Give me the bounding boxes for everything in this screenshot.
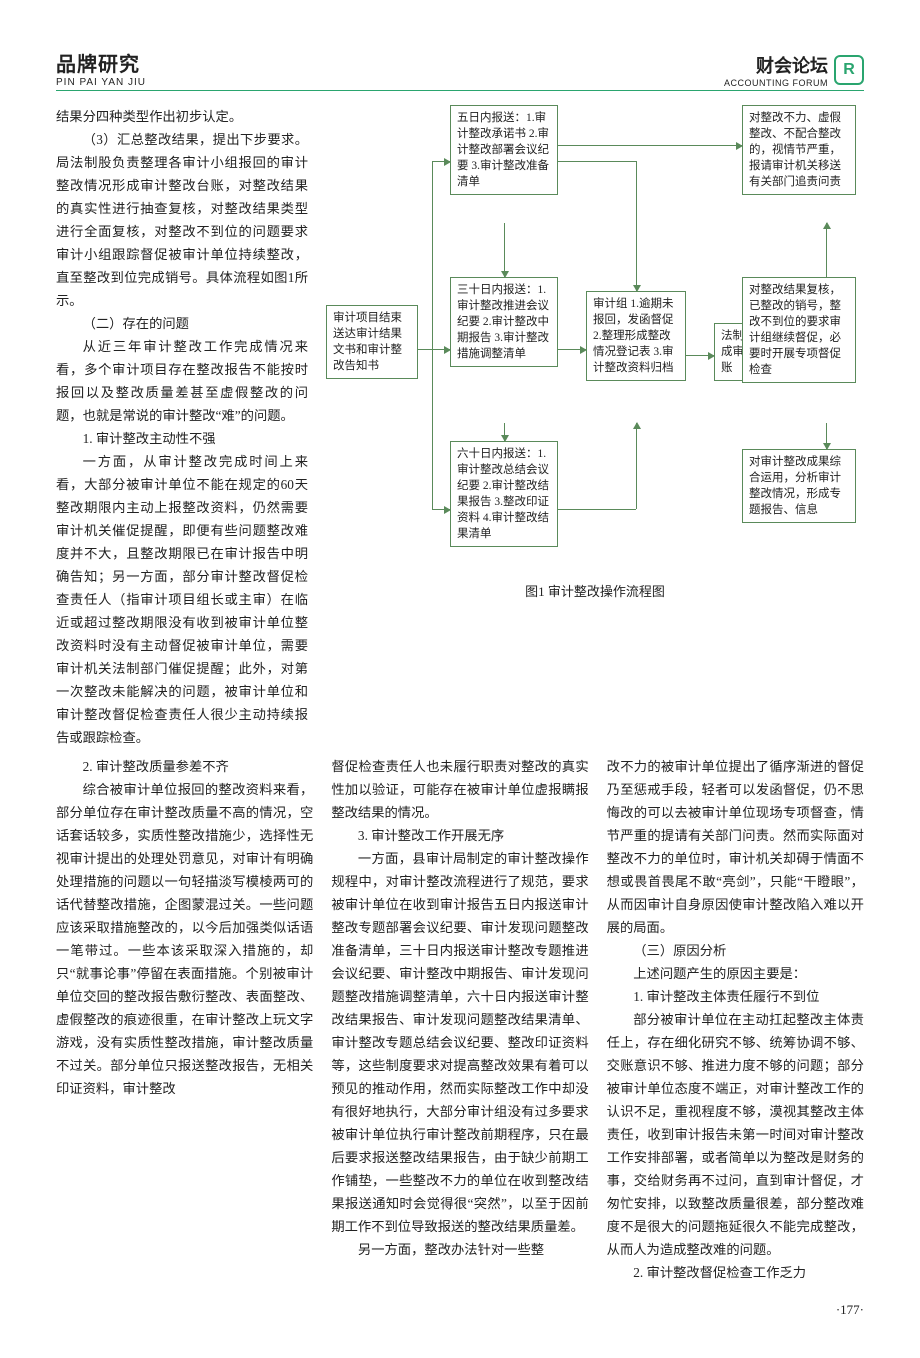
heading: （三）原因分析 (607, 939, 864, 962)
edge (558, 509, 636, 510)
heading: 1. 审计整改主体责任履行不到位 (607, 985, 864, 1008)
edge (504, 423, 505, 441)
page-number: ·177· (56, 1302, 864, 1318)
journal-title-py: ACCOUNTING FORUM (724, 78, 828, 88)
para: 结果分四种类型作出初步认定。 (56, 105, 308, 128)
edge (504, 223, 505, 277)
column-2: 督促检查责任人也未履行职责对整改的真实性加以验证，可能存在被审计单位虚报瞒报整改… (331, 755, 588, 1284)
para: 综合被审计单位报回的整改资料来看，部分单位存在审计整改质量不高的情况，空话套话较… (56, 778, 313, 1100)
header-right: 财会论坛 ACCOUNTING FORUM R (724, 52, 864, 88)
para: （3）汇总整改结果，提出下步要求。局法制股负责整理各审计小组报回的审计整改情况形… (56, 128, 308, 312)
heading: 2. 审计整改质量参差不齐 (56, 755, 313, 778)
para: 上述问题产生的原因主要是： (607, 962, 864, 985)
node-bot-right: 对审计整改成果综合运用，分析审计整改情况，形成专题报告、信息 (742, 449, 856, 523)
node-audit-group: 审计组 1.逾期未报回，发函督促 2.整理形成整改情况登记表 3.审计整改资料归… (586, 291, 686, 381)
column-1: 2. 审计整改质量参差不齐 综合被审计单位报回的整改资料来看，部分单位存在审计整… (56, 755, 313, 1284)
edge (432, 161, 433, 349)
journal-section-py: PIN PAI YAN JIU (56, 77, 146, 88)
edge (432, 509, 450, 510)
edge (558, 349, 586, 350)
page-header: 品牌研究 PIN PAI YAN JIU 财会论坛 ACCOUNTING FOR… (56, 48, 864, 91)
flowchart: 审计项目结束送达审计结果文书和审计整改告知书 五日内报送：1.审计整改承诺书 2… (326, 105, 856, 575)
page-body: 结果分四种类型作出初步认定。 （3）汇总整改结果，提出下步要求。局法制股负责整理… (56, 105, 864, 1318)
edge (558, 145, 742, 146)
upper-row: 结果分四种类型作出初步认定。 （3）汇总整改结果，提出下步要求。局法制股负责整理… (56, 105, 864, 749)
node-start: 审计项目结束送达审计结果文书和审计整改告知书 (326, 305, 418, 379)
column-3: 改不力的被审计单位提出了循序渐进的督促乃至惩戒手段，轻者可以发函督促，仍不思悔改… (607, 755, 864, 1284)
edge (636, 423, 637, 509)
lower-three-columns: 2. 审计整改质量参差不齐 综合被审计单位报回的整改资料来看，部分单位存在审计整… (56, 755, 864, 1284)
node-5day: 五日内报送：1.审计整改承诺书 2.审计整改部署会议纪要 3.审计整改准备清单 (450, 105, 558, 195)
node-30day: 三十日内报送：1.审计整改推进会议纪要 2.审计整改中期报告 3.审计整改措施调… (450, 277, 558, 367)
edge (418, 349, 450, 350)
node-top-right: 对整改不力、虚假整改、不配合整改的，视情节严重，报请审计机关移送有关部门追责问责 (742, 105, 856, 195)
edge (826, 223, 827, 277)
edge (432, 161, 450, 162)
edge (686, 355, 714, 356)
edge (636, 161, 637, 291)
figure-caption: 图1 审计整改操作流程图 (326, 581, 864, 600)
para: 督促检查责任人也未履行职责对整改的真实性加以验证，可能存在被审计单位虚报瞒报整改… (331, 755, 588, 824)
journal-title-zh: 财会论坛 (724, 52, 828, 78)
edge (826, 423, 827, 449)
node-mid-right: 对整改结果复核，已整改的销号，整改不到位的要求审计组继续督促，必要时开展专项督促… (742, 277, 856, 383)
para: 从近三年审计整改工作完成情况来看，多个审计项目存在整改报告不能按时报回以及整改质… (56, 335, 308, 427)
para: 另一方面，整改办法针对一些整 (331, 1238, 588, 1261)
para: 一方面，从审计整改完成时间上来看，大部分被审计单位不能在规定的60天整改期限内主… (56, 450, 308, 749)
journal-section-zh: 品牌研究 (56, 48, 146, 77)
page: 品牌研究 PIN PAI YAN JIU 财会论坛 ACCOUNTING FOR… (0, 0, 920, 1358)
heading: （二）存在的问题 (56, 312, 308, 335)
edge (558, 161, 636, 162)
left-column-upper: 结果分四种类型作出初步认定。 （3）汇总整改结果，提出下步要求。局法制股负责整理… (56, 105, 308, 749)
heading: 3. 审计整改工作开展无序 (331, 824, 588, 847)
edge (432, 349, 433, 509)
figure-area: 审计项目结束送达审计结果文书和审计整改告知书 五日内报送：1.审计整改承诺书 2… (326, 105, 864, 749)
heading: 2. 审计整改督促检查工作乏力 (607, 1261, 864, 1284)
heading: 1. 审计整改主动性不强 (56, 427, 308, 450)
header-left: 品牌研究 PIN PAI YAN JIU (56, 48, 146, 88)
registered-mark-icon: R (834, 55, 864, 85)
para: 改不力的被审计单位提出了循序渐进的督促乃至惩戒手段，轻者可以发函督促，仍不思悔改… (607, 755, 864, 939)
para: 部分被审计单位在主动扛起整改主体责任上，存在细化研究不够、统筹协调不够、交账意识… (607, 1008, 864, 1261)
node-60day: 六十日内报送：1.审计整改总结会议纪要 2.审计整改结果报告 3.整改印证资料 … (450, 441, 558, 547)
para: 一方面，县审计局制定的审计整改操作规程中，对审计整改流程进行了规范，要求被审计单… (331, 847, 588, 1238)
